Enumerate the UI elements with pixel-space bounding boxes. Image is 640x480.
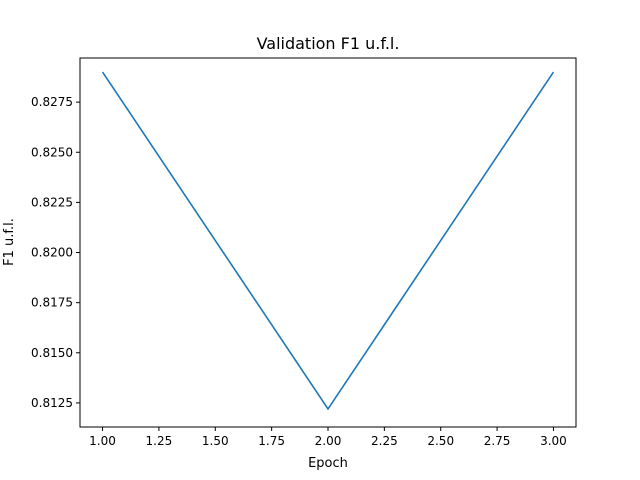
y-tick-label: 0.8275 [31,95,73,109]
x-tick-label: 1.50 [202,434,229,448]
chart-title: Validation F1 u.f.l. [257,34,400,53]
y-tick-label: 0.8125 [31,396,73,410]
y-tick-label: 0.8250 [31,145,73,159]
y-tick-label: 0.8175 [31,296,73,310]
x-axis: 1.00 1.25 1.50 1.75 2.00 2.25 2.50 2.75 3.00 [89,427,567,448]
x-tick-label: 2.75 [484,434,511,448]
x-tick-label: 3.00 [540,434,567,448]
x-tick-label: 1.25 [146,434,173,448]
x-tick-label: 1.75 [258,434,285,448]
plot-frame [79,57,577,428]
y-axis: 0.8125 0.8150 0.8175 0.8200 0.8225 0.8250 0.82… [31,95,80,410]
x-tick-label: 2.50 [427,434,454,448]
x-tick-label: 2.25 [371,434,398,448]
series-layer [101,71,555,411]
y-tick-label: 0.8150 [31,346,73,360]
x-tick-label: 2.00 [315,434,342,448]
series-line [101,71,555,411]
y-axis-label: F1 u.f.l. [2,218,17,266]
plot-area [79,57,577,428]
y-tick-label: 0.8225 [31,195,73,209]
y-tick-label: 0.8200 [31,246,73,260]
x-tick-label: 1.00 [89,434,116,448]
x-axis-label: Epoch [308,456,348,471]
